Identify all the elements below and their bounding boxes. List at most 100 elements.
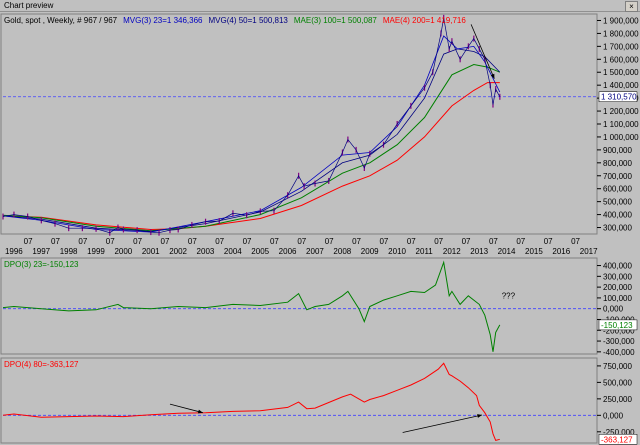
y-tick-label: 100,000 — [603, 294, 632, 303]
series-dpo3-line — [2, 260, 501, 352]
x-year-label: 2006 — [279, 247, 297, 256]
x-year-label: 1996 — [5, 247, 23, 256]
x-year-label: 2004 — [224, 247, 242, 256]
last-value-box — [598, 434, 638, 445]
y-tick-label: -400,000 — [603, 348, 635, 357]
x-year-label: 2014 — [498, 247, 516, 256]
last-value-label: 1 310,570 — [601, 93, 637, 102]
annotation-arrow — [402, 414, 483, 433]
x-year-label: 2003 — [197, 247, 215, 256]
y-tick-label: 1 100,000 — [603, 120, 639, 129]
last-value-box — [598, 319, 638, 331]
panel-frame-1 — [0, 257, 598, 355]
series-mae100-line — [2, 63, 500, 232]
x-year-label: 2017 — [580, 247, 598, 256]
x-month-label: 07 — [297, 237, 306, 246]
y-tick-label: 800,000 — [603, 159, 632, 168]
x-month-label: 07 — [106, 237, 115, 246]
y-tick-label: 200,000 — [603, 283, 632, 292]
x-month-label: 07 — [379, 237, 388, 246]
x-year-label: 1997 — [32, 247, 50, 256]
x-year-label: 1999 — [87, 247, 105, 256]
x-month-label: 07 — [161, 237, 170, 246]
x-year-label: 2012 — [443, 247, 461, 256]
y-tick-label: 0,000 — [603, 305, 624, 314]
y-tick-label: 1 800,000 — [603, 29, 639, 38]
y-tick-label: 0,000 — [603, 411, 624, 420]
legend-entry: MVG(4) 50=1 500,813 — [209, 16, 289, 25]
x-month-label: 07 — [270, 237, 279, 246]
y-tick-label: 600,000 — [603, 185, 632, 194]
y-tick-label: 900,000 — [603, 146, 632, 155]
y-tick-label: 300,000 — [603, 224, 632, 233]
x-year-label: 2005 — [251, 247, 269, 256]
x-month-label: 07 — [571, 237, 580, 246]
y-tick-label: 1 000,000 — [603, 133, 639, 142]
y-tick-label: 750,000 — [603, 362, 632, 371]
x-month-label: 07 — [188, 237, 197, 246]
close-icon[interactable]: × — [625, 1, 638, 12]
window-titlebar: Chart preview × — [0, 0, 640, 12]
y-tick-label: 500,000 — [603, 198, 632, 207]
x-month-label: 07 — [407, 237, 416, 246]
panel-frame-2 — [0, 357, 598, 444]
x-month-label: 07 — [544, 237, 553, 246]
annotation-arrow — [169, 403, 203, 414]
arrow-head — [490, 73, 495, 79]
legend-entry: Gold, spot , Weekly, # 967 / 967 — [4, 16, 118, 25]
x-year-label: 2016 — [552, 247, 570, 256]
arrow-head — [197, 409, 203, 414]
panel-frame-0 — [0, 13, 598, 235]
annotation-arrow — [470, 24, 495, 79]
x-year-label: 2011 — [416, 247, 434, 256]
x-year-label: 2013 — [470, 247, 488, 256]
x-month-label: 07 — [133, 237, 142, 246]
x-month-label: 07 — [78, 237, 87, 246]
x-year-label: 2001 — [142, 247, 160, 256]
y-tick-label: -300,000 — [603, 337, 635, 346]
window-title: Chart preview — [4, 1, 54, 10]
y-tick-label: -200,000 — [603, 326, 635, 335]
last-value-label: -363,127 — [601, 435, 633, 444]
panel-title: DPO(4) 80=-363,127 — [4, 360, 79, 369]
legend-entry: MAE(3) 100=1 500,087 — [294, 16, 377, 25]
x-year-label: 2000 — [114, 247, 132, 256]
legend-entry: MAE(4) 200=1 419,716 — [383, 16, 466, 25]
x-month-label: 07 — [352, 237, 361, 246]
y-tick-label: 1 200,000 — [603, 107, 639, 116]
y-tick-label: 1 400,000 — [603, 81, 639, 90]
x-month-label: 07 — [51, 237, 60, 246]
y-tick-label: 1 700,000 — [603, 42, 639, 51]
last-value-label: -150,123 — [601, 321, 633, 330]
last-value-box — [598, 91, 638, 102]
chart-canvas: 1 900,000 1 800,000 1 700,000 1 600,000 1 50… — [0, 13, 639, 445]
x-month-label: 07 — [434, 237, 443, 246]
x-year-label: 1998 — [60, 247, 78, 256]
x-month-label: 07 — [325, 237, 334, 246]
x-year-label: 2007 — [306, 247, 324, 256]
panel-title: DPO(3) 23=-150,123 — [4, 260, 79, 269]
x-month-label: 07 — [215, 237, 224, 246]
legend-entry: MVG(3) 23=1 346,366 — [123, 16, 203, 25]
y-tick-label: 1 500,000 — [603, 68, 639, 77]
y-tick-label: 300,000 — [603, 272, 632, 281]
x-year-label: 2010 — [388, 247, 406, 256]
y-tick-label: 1 600,000 — [603, 55, 639, 64]
series-price-line — [2, 17, 501, 234]
x-year-label: 2009 — [361, 247, 379, 256]
arrow-head — [477, 414, 483, 418]
x-year-label: 2002 — [169, 247, 187, 256]
y-tick-label: -250,000 — [603, 428, 635, 437]
x-month-label: 07 — [516, 237, 525, 246]
x-month-label: 07 — [243, 237, 252, 246]
series-dpo4-line — [2, 362, 500, 441]
x-month-label: 07 — [24, 237, 33, 246]
y-tick-label: 400,000 — [603, 211, 632, 220]
x-year-label: 2008 — [333, 247, 351, 256]
x-month-label: 07 — [462, 237, 471, 246]
y-tick-label: 400,000 — [603, 262, 632, 271]
y-tick-label: 700,000 — [603, 172, 632, 181]
y-tick-label: 250,000 — [603, 395, 632, 404]
x-year-label: 2015 — [525, 247, 543, 256]
y-tick-label: 500,000 — [603, 378, 632, 387]
